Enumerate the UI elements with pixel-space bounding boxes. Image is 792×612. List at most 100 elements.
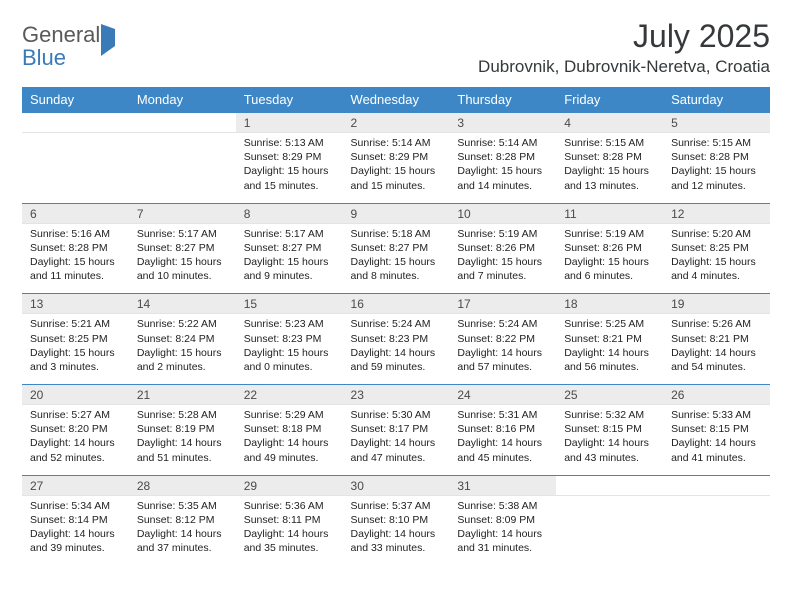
day-line: Daylight: 15 hours: [244, 164, 335, 178]
calendar-week-row: 20Sunrise: 5:27 AMSunset: 8:20 PMDayligh…: [22, 385, 770, 476]
weekday-header: Sunday: [22, 87, 129, 113]
day-line: Daylight: 14 hours: [457, 436, 548, 450]
day-line: Sunset: 8:19 PM: [137, 422, 228, 436]
day-number: 23: [343, 385, 450, 405]
day-number: 14: [129, 294, 236, 314]
day-line: and 31 minutes.: [457, 541, 548, 555]
calendar-cell: 15Sunrise: 5:23 AMSunset: 8:23 PMDayligh…: [236, 294, 343, 385]
day-line: Sunrise: 5:25 AM: [564, 317, 655, 331]
day-body: Sunrise: 5:27 AMSunset: 8:20 PMDaylight:…: [22, 405, 129, 475]
day-line: and 15 minutes.: [351, 179, 442, 193]
day-line: Sunrise: 5:13 AM: [244, 136, 335, 150]
calendar-cell: 27Sunrise: 5:34 AMSunset: 8:14 PMDayligh…: [22, 475, 129, 565]
day-line: Sunset: 8:22 PM: [457, 332, 548, 346]
calendar-week-row: 27Sunrise: 5:34 AMSunset: 8:14 PMDayligh…: [22, 475, 770, 565]
day-line: Daylight: 15 hours: [351, 255, 442, 269]
day-number: 19: [663, 294, 770, 314]
day-line: Sunset: 8:25 PM: [671, 241, 762, 255]
day-line: Sunrise: 5:27 AM: [30, 408, 121, 422]
day-number: 1: [236, 113, 343, 133]
day-line: Daylight: 15 hours: [351, 164, 442, 178]
day-line: Sunrise: 5:36 AM: [244, 499, 335, 513]
day-number: 10: [449, 204, 556, 224]
weekday-header: Thursday: [449, 87, 556, 113]
calendar-cell: 7Sunrise: 5:17 AMSunset: 8:27 PMDaylight…: [129, 203, 236, 294]
day-line: Sunrise: 5:20 AM: [671, 227, 762, 241]
day-line: and 6 minutes.: [564, 269, 655, 283]
day-line: Sunrise: 5:29 AM: [244, 408, 335, 422]
day-line: Sunrise: 5:14 AM: [457, 136, 548, 150]
day-number: 21: [129, 385, 236, 405]
logo-word2: Blue: [22, 45, 66, 70]
calendar-cell: [556, 475, 663, 565]
day-line: Sunset: 8:11 PM: [244, 513, 335, 527]
day-body: Sunrise: 5:36 AMSunset: 8:11 PMDaylight:…: [236, 496, 343, 566]
day-number: [129, 113, 236, 133]
day-line: and 57 minutes.: [457, 360, 548, 374]
day-line: and 2 minutes.: [137, 360, 228, 374]
day-line: Daylight: 14 hours: [564, 436, 655, 450]
day-number: 27: [22, 476, 129, 496]
calendar-cell: 13Sunrise: 5:21 AMSunset: 8:25 PMDayligh…: [22, 294, 129, 385]
day-line: Sunrise: 5:23 AM: [244, 317, 335, 331]
day-line: Daylight: 15 hours: [564, 255, 655, 269]
day-body: Sunrise: 5:22 AMSunset: 8:24 PMDaylight:…: [129, 314, 236, 384]
day-line: Daylight: 14 hours: [244, 527, 335, 541]
day-line: and 35 minutes.: [244, 541, 335, 555]
day-line: Daylight: 15 hours: [30, 255, 121, 269]
day-number: 17: [449, 294, 556, 314]
day-line: Sunrise: 5:19 AM: [457, 227, 548, 241]
calendar-cell: 21Sunrise: 5:28 AMSunset: 8:19 PMDayligh…: [129, 385, 236, 476]
calendar-cell: [663, 475, 770, 565]
calendar-cell: 9Sunrise: 5:18 AMSunset: 8:27 PMDaylight…: [343, 203, 450, 294]
day-line: and 41 minutes.: [671, 451, 762, 465]
day-line: Daylight: 15 hours: [137, 255, 228, 269]
day-line: Daylight: 14 hours: [671, 346, 762, 360]
day-line: Daylight: 14 hours: [351, 527, 442, 541]
day-body: Sunrise: 5:16 AMSunset: 8:28 PMDaylight:…: [22, 224, 129, 294]
day-body: Sunrise: 5:28 AMSunset: 8:19 PMDaylight:…: [129, 405, 236, 475]
day-line: Sunset: 8:27 PM: [244, 241, 335, 255]
day-line: Sunset: 8:23 PM: [244, 332, 335, 346]
day-line: and 56 minutes.: [564, 360, 655, 374]
day-line: Sunset: 8:24 PM: [137, 332, 228, 346]
day-line: Sunrise: 5:14 AM: [351, 136, 442, 150]
day-number: 25: [556, 385, 663, 405]
calendar-cell: 25Sunrise: 5:32 AMSunset: 8:15 PMDayligh…: [556, 385, 663, 476]
day-body: Sunrise: 5:30 AMSunset: 8:17 PMDaylight:…: [343, 405, 450, 475]
day-line: Daylight: 14 hours: [137, 527, 228, 541]
day-line: Daylight: 14 hours: [137, 436, 228, 450]
day-body: Sunrise: 5:20 AMSunset: 8:25 PMDaylight:…: [663, 224, 770, 294]
calendar-cell: 30Sunrise: 5:37 AMSunset: 8:10 PMDayligh…: [343, 475, 450, 565]
day-number: [663, 476, 770, 496]
calendar-cell: 20Sunrise: 5:27 AMSunset: 8:20 PMDayligh…: [22, 385, 129, 476]
calendar-cell: 2Sunrise: 5:14 AMSunset: 8:29 PMDaylight…: [343, 113, 450, 204]
day-line: Sunset: 8:27 PM: [351, 241, 442, 255]
day-line: Daylight: 14 hours: [244, 436, 335, 450]
day-line: Daylight: 14 hours: [564, 346, 655, 360]
calendar-cell: 14Sunrise: 5:22 AMSunset: 8:24 PMDayligh…: [129, 294, 236, 385]
logo: General Blue: [22, 18, 115, 70]
calendar-week-row: 1Sunrise: 5:13 AMSunset: 8:29 PMDaylight…: [22, 113, 770, 204]
calendar-cell: 16Sunrise: 5:24 AMSunset: 8:23 PMDayligh…: [343, 294, 450, 385]
day-number: 6: [22, 204, 129, 224]
day-number: 16: [343, 294, 450, 314]
day-line: Daylight: 14 hours: [30, 527, 121, 541]
calendar-cell: 24Sunrise: 5:31 AMSunset: 8:16 PMDayligh…: [449, 385, 556, 476]
calendar-cell: 22Sunrise: 5:29 AMSunset: 8:18 PMDayligh…: [236, 385, 343, 476]
weekday-header: Friday: [556, 87, 663, 113]
calendar-cell: 8Sunrise: 5:17 AMSunset: 8:27 PMDaylight…: [236, 203, 343, 294]
day-line: Sunrise: 5:38 AM: [457, 499, 548, 513]
day-body: [129, 133, 236, 202]
day-body: Sunrise: 5:37 AMSunset: 8:10 PMDaylight:…: [343, 496, 450, 566]
day-line: and 47 minutes.: [351, 451, 442, 465]
day-body: Sunrise: 5:13 AMSunset: 8:29 PMDaylight:…: [236, 133, 343, 203]
day-line: Daylight: 15 hours: [457, 164, 548, 178]
day-line: Sunset: 8:26 PM: [564, 241, 655, 255]
day-line: Daylight: 15 hours: [457, 255, 548, 269]
day-line: and 43 minutes.: [564, 451, 655, 465]
day-line: Daylight: 15 hours: [671, 255, 762, 269]
day-line: and 9 minutes.: [244, 269, 335, 283]
calendar-cell: 4Sunrise: 5:15 AMSunset: 8:28 PMDaylight…: [556, 113, 663, 204]
day-line: and 52 minutes.: [30, 451, 121, 465]
